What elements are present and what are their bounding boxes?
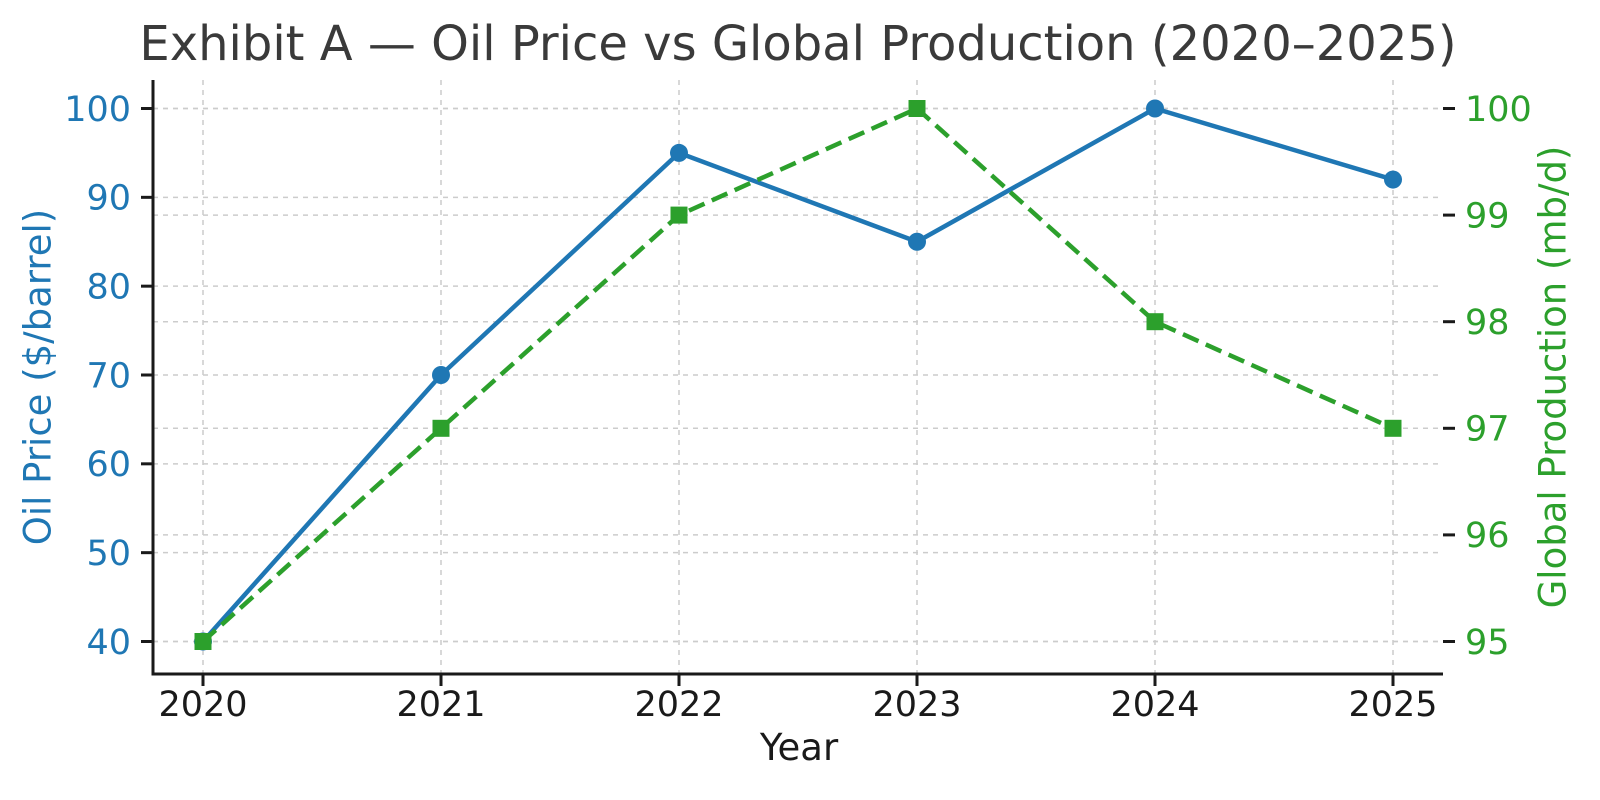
right-tick-label: 98: [1465, 303, 1510, 343]
x-tick-label: 2021: [396, 685, 485, 725]
oil-price-marker: [1384, 170, 1402, 189]
right-tick-label: 95: [1465, 623, 1510, 663]
x-tick-label: 2023: [872, 685, 961, 725]
left-tick-label: 100: [64, 90, 131, 130]
right-axis-label: Global Production (mb/d): [1531, 145, 1575, 609]
right-tick-label: 100: [1465, 90, 1532, 130]
x-axis-label: Year: [759, 726, 839, 769]
global-production-marker: [1384, 419, 1402, 437]
oil-price-marker: [432, 366, 450, 384]
oil-price-marker: [670, 143, 688, 162]
global-production-line: [201, 106, 1394, 644]
left-tick-label: 80: [86, 267, 131, 307]
chart-title: Exhibit A — Oil Price vs Global Producti…: [139, 16, 1457, 72]
oil-price-line: [201, 106, 1394, 643]
left-tick-label: 70: [86, 356, 131, 396]
oil-price-marker: [1146, 99, 1164, 118]
global-production-marker: [432, 419, 450, 437]
x-tick-label: 2025: [1348, 685, 1437, 725]
oil-price-marker: [908, 232, 926, 251]
x-tick-label: 2020: [158, 685, 247, 725]
global-production-marker: [194, 633, 212, 650]
global-production-marker: [1146, 313, 1164, 331]
x-tick-label: 2022: [634, 685, 723, 725]
left-axis-label: Oil Price ($/barrel): [16, 208, 60, 546]
left-tick-label: 40: [86, 623, 131, 663]
right-tick-label: 96: [1465, 516, 1510, 556]
right-tick-label: 97: [1465, 410, 1510, 450]
left-tick-label: 90: [86, 179, 131, 219]
x-tick-label: 2024: [1110, 685, 1199, 725]
global-production-marker: [670, 206, 688, 224]
left-tick-label: 60: [86, 445, 131, 485]
global-production-marker: [908, 100, 926, 117]
left-tick-label: 50: [86, 534, 131, 574]
right-tick-label: 99: [1465, 196, 1510, 236]
